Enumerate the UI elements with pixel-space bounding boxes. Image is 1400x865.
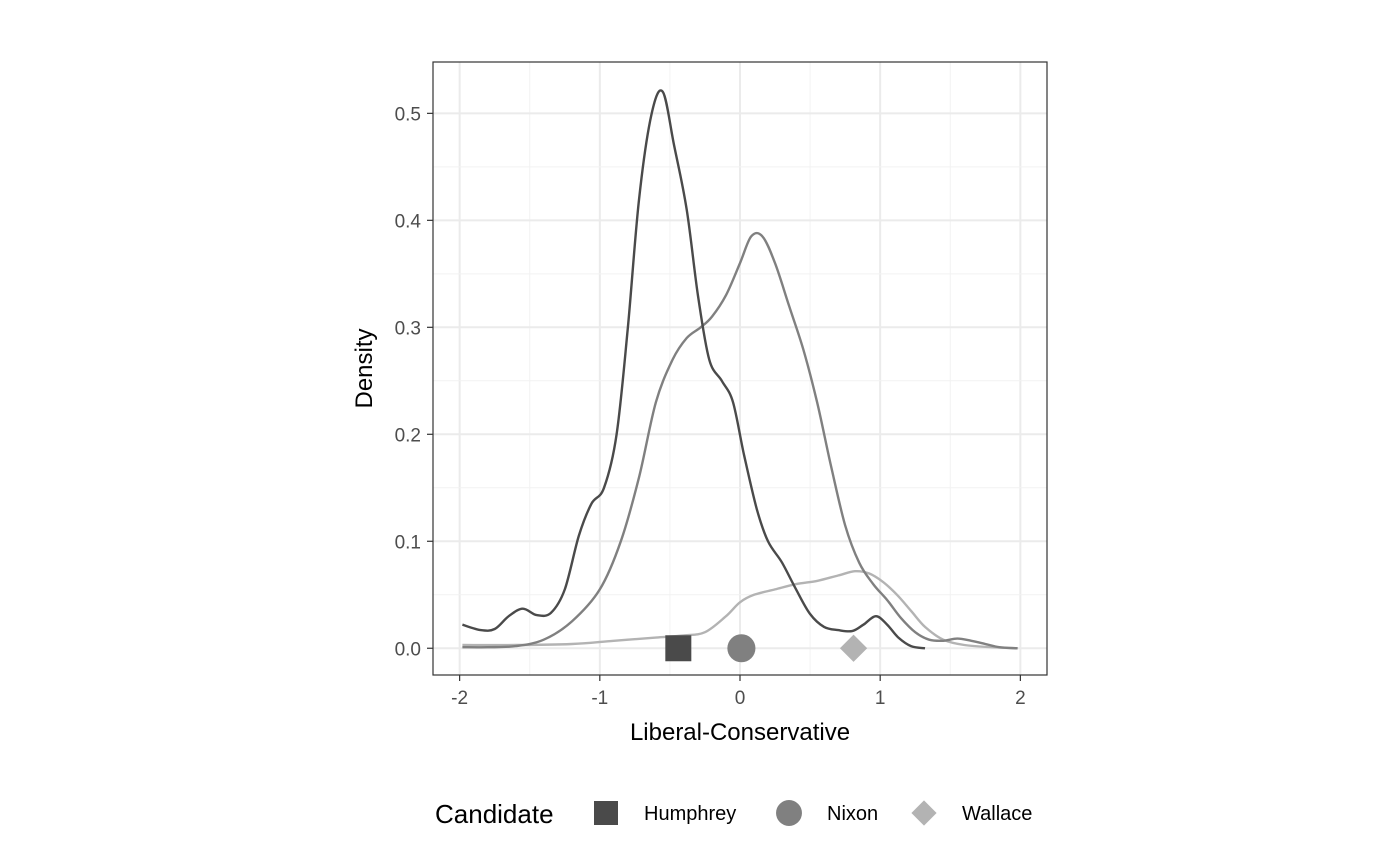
density-line-wallace xyxy=(462,569,1018,650)
legend-key-humphrey xyxy=(594,801,618,825)
marker-humphrey xyxy=(665,635,692,662)
axes: -2 -1 0 1 2 0.0 0.1 0.2 0.3 0.4 0.5 xyxy=(395,104,1026,709)
x-tick-label: 0 xyxy=(735,688,746,709)
legend-items: Humphrey Nixon Wallace xyxy=(594,800,1032,826)
legend-key-nixon xyxy=(776,800,802,826)
marker-nixon xyxy=(727,634,756,663)
density-line-humphrey xyxy=(462,89,926,650)
density-curves xyxy=(462,89,1018,650)
y-tick-label: 0.3 xyxy=(395,318,421,339)
legend-key-wallace xyxy=(911,800,937,826)
x-tick-label: -1 xyxy=(591,688,608,709)
y-tick-label: 0.4 xyxy=(395,211,422,232)
legend: Candidate Humphrey Nixon Wallace xyxy=(435,799,1032,829)
x-axis-title: Liberal-Conservative xyxy=(630,719,850,746)
y-tick-label: 0.2 xyxy=(395,425,421,446)
density-line-nixon xyxy=(462,231,1018,650)
candidate-markers xyxy=(665,634,868,663)
legend-label-humphrey: Humphrey xyxy=(644,803,736,825)
y-tick-label: 0.0 xyxy=(395,639,421,660)
legend-label-wallace: Wallace xyxy=(962,803,1032,825)
legend-label-nixon: Nixon xyxy=(827,803,878,825)
y-tick-label: 0.5 xyxy=(395,104,421,125)
x-tick-label: 2 xyxy=(1015,688,1026,709)
y-tick-label: 0.1 xyxy=(395,532,421,553)
y-axis-title: Density xyxy=(351,328,378,408)
x-tick-label: 1 xyxy=(875,688,886,709)
grid-lines xyxy=(433,62,1047,675)
marker-wallace xyxy=(839,634,868,662)
x-tick-label: -2 xyxy=(451,688,468,709)
legend-title: Candidate xyxy=(435,799,554,829)
